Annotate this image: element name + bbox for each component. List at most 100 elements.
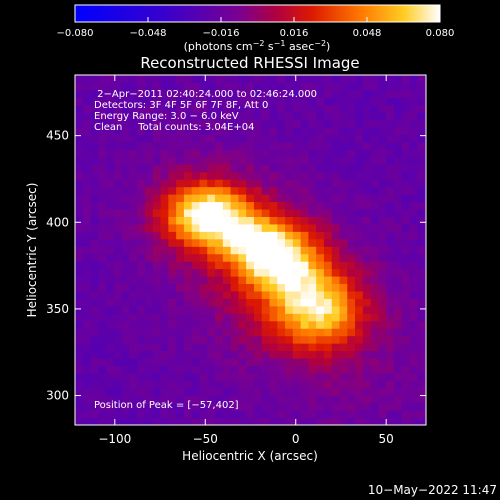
heatmap-cell [222, 134, 232, 143]
heatmap-cell [199, 372, 208, 381]
heatmap-cell [253, 402, 263, 411]
heatmap-cell [370, 141, 380, 150]
heatmap-cell [137, 208, 146, 217]
heatmap-cell [152, 156, 162, 165]
heatmap-cell [160, 402, 169, 411]
heatmap-cell [113, 89, 123, 98]
heatmap-cell [362, 216, 372, 225]
heatmap-cell [98, 89, 107, 98]
heatmap-cell [113, 380, 123, 389]
heatmap-cell [230, 320, 239, 329]
heatmap-cell [238, 119, 247, 128]
heatmap-cell [323, 75, 333, 83]
heatmap-cell [308, 231, 317, 240]
heatmap-cell [160, 275, 169, 285]
heatmap-cell [386, 141, 395, 150]
heatmap-cell [261, 126, 271, 136]
heatmap-cell [386, 402, 395, 411]
heatmap-cell [75, 126, 84, 136]
heatmap-cell [300, 119, 309, 128]
heatmap-cell [238, 357, 247, 366]
heatmap-cell [82, 82, 92, 91]
heatmap-cell [339, 216, 348, 225]
heatmap-cell [253, 223, 263, 232]
heatmap-cell [215, 171, 224, 180]
heatmap-cell [362, 268, 372, 277]
heatmap-cell [121, 112, 131, 121]
heatmap-cell [98, 268, 107, 277]
heatmap-cell [370, 112, 380, 121]
heatmap-cell [246, 402, 255, 411]
heatmap-cell [230, 216, 239, 225]
heatmap-cell [160, 119, 169, 128]
heatmap-cell [199, 313, 208, 322]
heatmap-cell [378, 246, 387, 255]
heatmap-cell [230, 126, 239, 136]
heatmap-cell [113, 104, 123, 113]
heatmap-cell [199, 402, 208, 411]
heatmap-cell [308, 97, 317, 106]
heatmap-cell [339, 201, 348, 210]
heatmap-cell [106, 231, 115, 240]
heatmap-cell [308, 261, 317, 270]
heatmap-cell [98, 313, 107, 322]
heatmap-cell [75, 119, 84, 128]
heatmap-cell [308, 149, 317, 158]
heatmap-cell [246, 298, 255, 307]
heatmap-cell [316, 171, 325, 180]
heatmap-cell [183, 328, 193, 337]
heatmap-cell [331, 268, 341, 277]
heatmap-cell [409, 164, 418, 173]
heatmap-cell [183, 231, 193, 240]
heatmap-cell [238, 402, 247, 411]
heatmap-cell [386, 298, 395, 307]
heatmap-cell [75, 149, 84, 158]
heatmap-cell [183, 97, 193, 106]
heatmap-cell [323, 201, 333, 210]
heatmap-cell [386, 417, 395, 425]
heatmap-cell [277, 231, 286, 240]
heatmap-cell [98, 119, 107, 128]
heatmap-cell [90, 350, 99, 359]
heatmap-cell [215, 201, 224, 210]
heatmap-cell [401, 201, 411, 210]
heatmap-cell [316, 380, 325, 389]
heatmap-cell [121, 208, 131, 217]
heatmap-cell [323, 253, 333, 262]
heatmap-cell [386, 216, 395, 225]
heatmap-cell [323, 171, 333, 180]
heatmap-cell [362, 380, 372, 389]
heatmap-cell [152, 387, 162, 396]
heatmap-cell [370, 208, 380, 217]
heatmap-cell [378, 335, 387, 344]
heatmap-cell [106, 343, 115, 352]
heatmap-cell [215, 402, 224, 411]
heatmap-cell [246, 417, 255, 425]
heatmap-cell [292, 164, 302, 173]
heatmap-cell [215, 216, 224, 225]
heatmap-cell [145, 305, 154, 314]
heatmap-cell [98, 134, 107, 143]
heatmap-cell [393, 75, 403, 83]
heatmap-cell [323, 194, 333, 203]
heatmap-cell [113, 253, 123, 262]
heatmap-cell [129, 298, 138, 307]
heatmap-cell [378, 275, 387, 285]
heatmap-cell [113, 357, 123, 366]
heatmap-cell [238, 410, 247, 419]
heatmap-cell [386, 313, 395, 322]
heatmap-cell [292, 156, 302, 165]
heatmap-cell [145, 387, 154, 396]
heatmap-cell [238, 350, 247, 359]
heatmap-cell [152, 126, 162, 136]
heatmap-cell [191, 149, 201, 158]
heatmap-cell [347, 402, 356, 411]
heatmap-cell [176, 328, 185, 337]
heatmap-cell [370, 134, 380, 143]
heatmap-cell [176, 223, 185, 232]
y-tick-label: 350 [46, 302, 69, 316]
heatmap-cell [401, 343, 411, 352]
heatmap-cell [137, 402, 146, 411]
heatmap-cell [401, 283, 411, 292]
heatmap-cell [75, 372, 84, 381]
